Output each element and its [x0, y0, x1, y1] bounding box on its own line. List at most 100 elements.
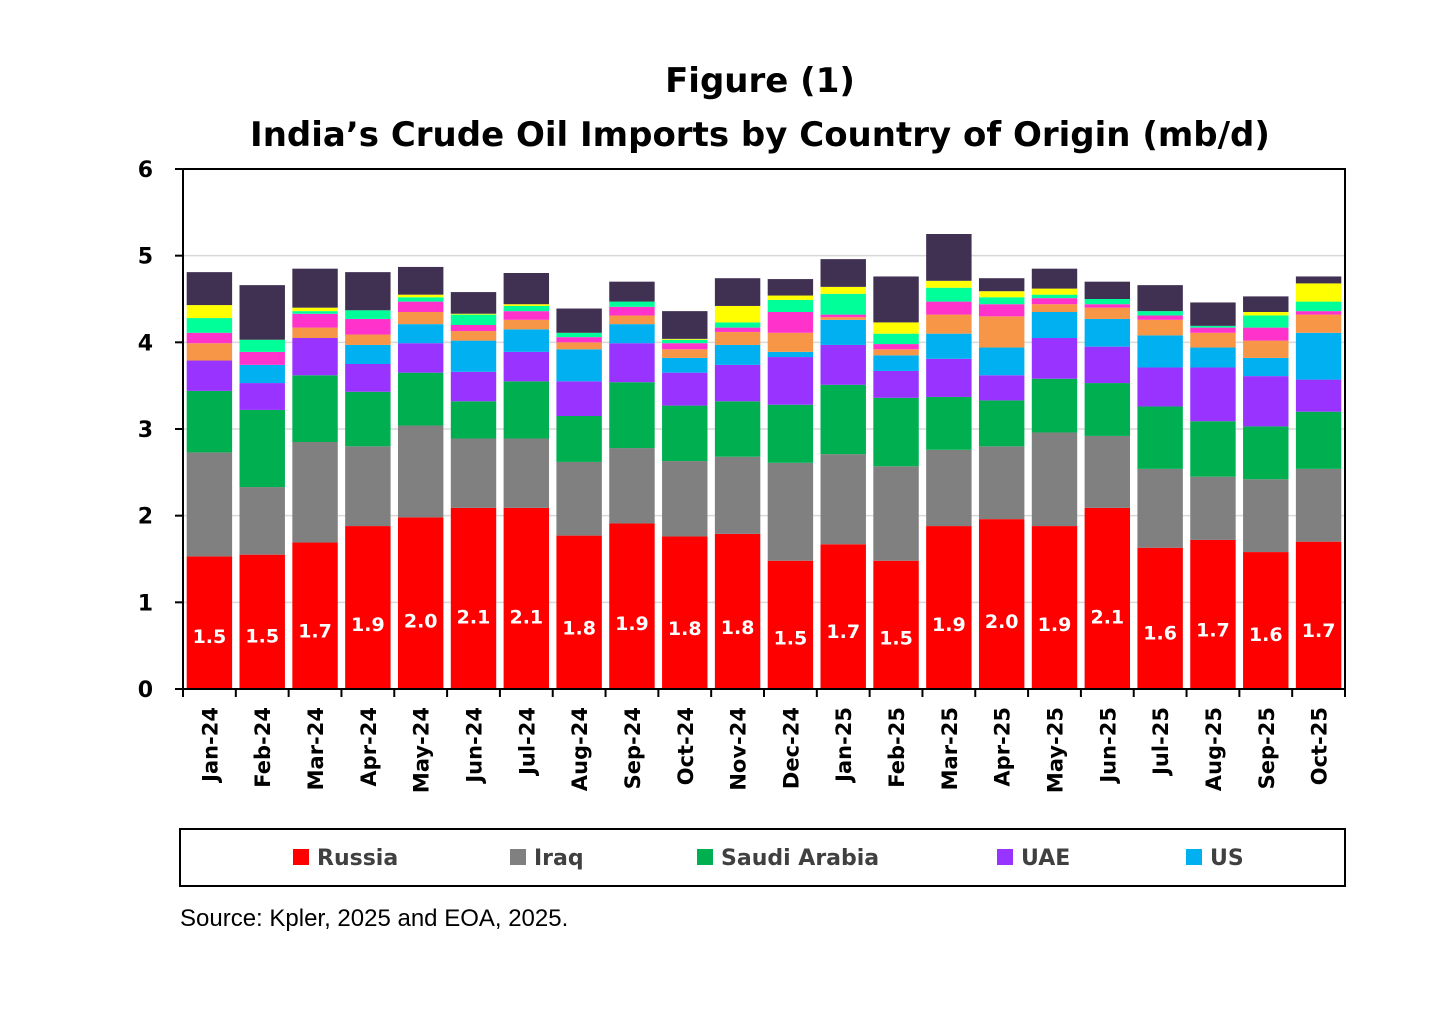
bar-segment	[926, 314, 972, 334]
bar-segment	[397, 297, 444, 302]
bar-data-label: 1.7	[826, 621, 860, 643]
x-tick-label: Mar-24	[304, 707, 328, 790]
bar-segment	[978, 400, 1025, 447]
bar-segment	[873, 333, 919, 345]
bar-segment	[662, 461, 708, 537]
x-tick-label: Jul-24	[515, 707, 539, 777]
bar-segment	[1084, 304, 1131, 308]
bar-data-label: 1.8	[562, 618, 596, 640]
bar-segment	[503, 329, 550, 352]
bar-segment	[397, 343, 444, 373]
bar-segment	[239, 554, 285, 689]
bar-segment	[292, 311, 338, 314]
bar-segment	[1190, 327, 1236, 333]
bar-segment	[1031, 288, 1078, 295]
bar-segment	[926, 449, 972, 527]
bar-segment	[609, 301, 655, 307]
legend-swatch	[697, 849, 713, 865]
bar-segment	[397, 425, 444, 518]
bar-segment	[450, 401, 497, 439]
bar-segment	[1295, 379, 1342, 412]
bar-segment	[503, 305, 550, 312]
x-tick-label: Sep-25	[1255, 707, 1279, 789]
bar-segment	[1243, 552, 1289, 689]
bar-segment	[1084, 281, 1131, 299]
chart-subtitle: India’s Crude Oil Imports by Country of …	[250, 115, 1270, 155]
bar-segment	[767, 404, 814, 463]
bar-segment	[1031, 312, 1078, 338]
bar-segment	[609, 523, 655, 689]
bar-segment	[820, 286, 866, 294]
bar-segment	[662, 405, 708, 462]
bar-segment	[1190, 539, 1236, 689]
bar-segment	[556, 308, 602, 333]
bar-segment	[186, 390, 233, 453]
bar-data-label: 1.8	[721, 617, 755, 639]
bar-segment	[978, 316, 1025, 348]
bar-segment	[345, 391, 391, 447]
bar-segment	[714, 331, 761, 345]
bar-segment	[239, 487, 285, 555]
bar-segment	[926, 526, 972, 689]
bar-segment	[767, 295, 814, 300]
x-tick-label: Jan-25	[832, 707, 856, 784]
bar-segment	[1031, 378, 1078, 433]
bar-data-label: 2.1	[1090, 607, 1124, 629]
bar-segment	[1190, 325, 1236, 328]
bar-segment	[556, 332, 602, 338]
bar-segment	[978, 446, 1025, 520]
x-tick-label: Jul-25	[1149, 707, 1173, 777]
bar-segment	[503, 507, 550, 689]
bar-segment	[1137, 468, 1183, 548]
bar-segment	[1031, 298, 1078, 305]
bar-segment	[450, 292, 497, 314]
bar-data-label: 1.8	[668, 618, 702, 640]
bar-segment	[978, 278, 1025, 292]
bar-segment	[503, 319, 550, 330]
bar-segment	[926, 333, 972, 359]
bar-segment	[1190, 332, 1236, 348]
bar-segment	[503, 351, 550, 382]
bar-segment	[714, 364, 761, 402]
bar-segment	[1295, 541, 1342, 689]
bar-segment	[450, 507, 497, 689]
bar-segment	[1031, 338, 1078, 379]
bar-segment	[714, 533, 761, 689]
bar-segment	[662, 338, 708, 340]
bar-segment	[1295, 283, 1342, 302]
bar-data-label: 1.7	[298, 620, 332, 642]
bar-segment	[239, 364, 285, 384]
bar-segment	[1084, 435, 1131, 508]
x-tick-label: Mar-25	[938, 707, 962, 790]
legend-swatch	[510, 849, 526, 865]
bar-segment	[1137, 311, 1183, 316]
bar-segment	[714, 401, 761, 457]
y-tick-label: 3	[138, 418, 153, 443]
bar-segment	[609, 324, 655, 344]
x-tick-label: Sep-24	[621, 707, 645, 789]
x-axis-ticks: Jan-24 Feb-24 Mar-24 Apr-24 May-24 Jun-24 Jul-…	[182, 689, 1346, 793]
bar-segment	[345, 310, 391, 319]
bar-segment	[609, 306, 655, 316]
bar-segment	[714, 305, 761, 323]
bar-segment	[292, 307, 338, 312]
bar-data-label: 1.5	[879, 628, 913, 650]
bar-segment	[714, 344, 761, 365]
legend-swatch	[997, 849, 1013, 865]
bar-segment	[820, 319, 866, 345]
legend-label: Russia	[317, 846, 398, 871]
bar-segment	[503, 273, 550, 305]
bar-segment	[292, 327, 338, 338]
bar-segment	[397, 294, 444, 298]
bar-segment	[186, 556, 233, 689]
bar-segment	[239, 339, 285, 352]
bar-segment	[767, 332, 814, 352]
bar-segment	[662, 536, 708, 689]
bar-segment	[926, 234, 972, 281]
bar-segment	[450, 325, 497, 332]
bar-segment	[926, 396, 972, 450]
x-tick-label: May-24	[410, 707, 434, 793]
bar-segment	[1295, 301, 1342, 312]
bar-segment	[450, 331, 497, 341]
